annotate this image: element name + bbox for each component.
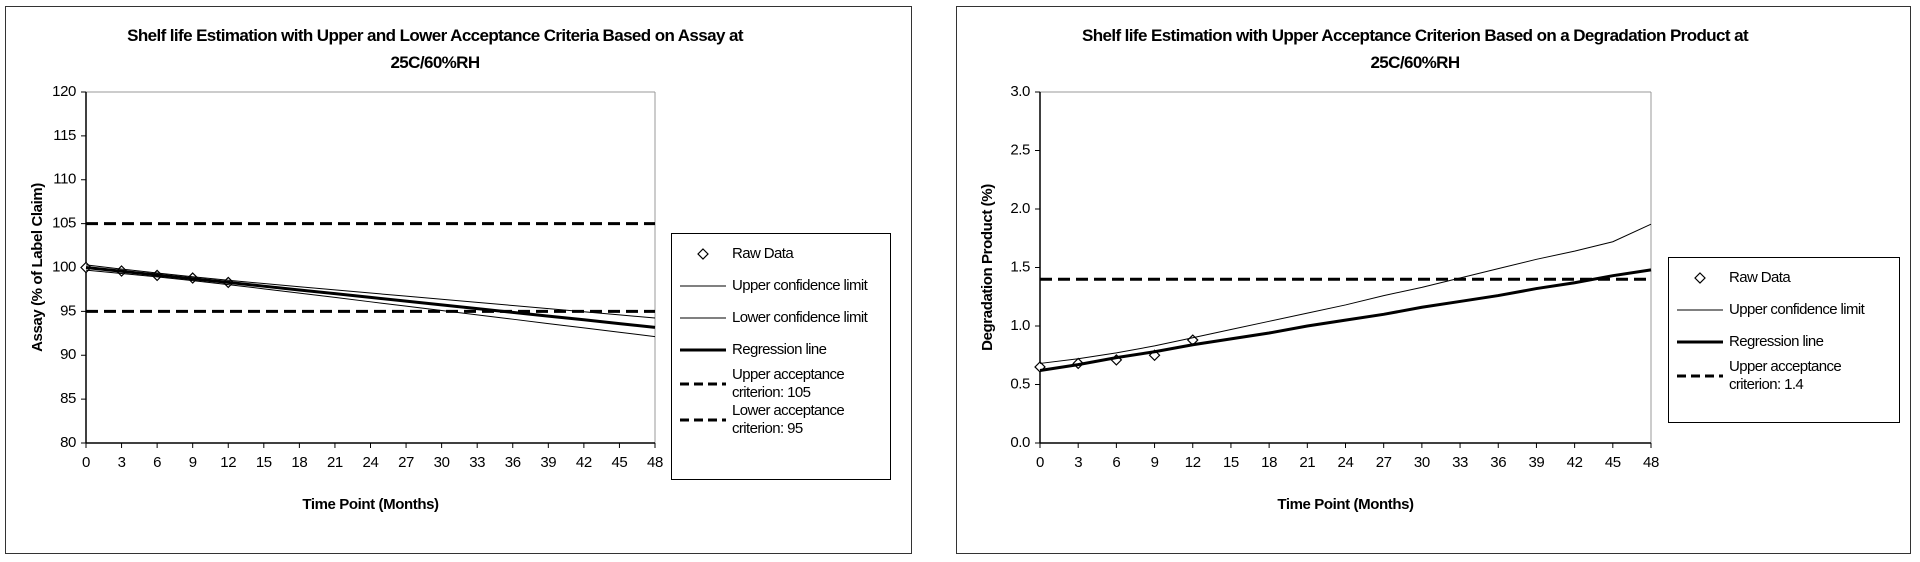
legend-swatch <box>1677 340 1723 344</box>
chart-title: Shelf life Estimation with Upper and Low… <box>127 26 743 72</box>
y-tick-label: 2.0 <box>1010 200 1030 217</box>
y-tick-label: 115 <box>53 127 76 144</box>
legend-label: Upper confidence limit <box>732 277 868 294</box>
x-tick-label: 36 <box>1490 454 1506 471</box>
y-tick-label: 110 <box>53 171 76 188</box>
x-tick-label: 6 <box>1112 454 1120 471</box>
x-tick-label: 24 <box>363 454 379 471</box>
legend-label: Regression line <box>1729 333 1824 350</box>
legend-label: Raw Data <box>732 245 794 262</box>
series-line <box>1039 268 1652 372</box>
y-axis-label: Assay (% of Label Claim) <box>29 183 46 352</box>
x-tick-label: 33 <box>469 454 485 471</box>
x-tick-label: 18 <box>1261 454 1277 471</box>
chart-title: Shelf life Estimation with Upper Accepta… <box>1081 26 1749 72</box>
x-tick-label: 30 <box>434 454 450 471</box>
legend: Raw Data Upper confidence limit Regression… <box>1668 257 1900 423</box>
x-tick-label: 39 <box>1528 454 1544 471</box>
y-tick-label: 95 <box>60 302 76 319</box>
legend-swatch <box>680 382 726 386</box>
legend-label: Lower confidence limit <box>732 309 868 326</box>
y-tick-label: 2.5 <box>1010 141 1030 158</box>
y-tick-label: 80 <box>60 434 76 451</box>
legend-label: Lower acceptance criterion: 95 <box>732 402 845 437</box>
legend-label: Raw Data <box>1729 269 1791 286</box>
x-tick-label: 12 <box>220 454 236 471</box>
y-tick-label: 1.5 <box>1010 258 1030 275</box>
chart-frame <box>956 6 1911 554</box>
legend-swatch <box>1694 272 1706 284</box>
legend-label: Upper confidence limit <box>1729 301 1865 318</box>
y-tick-label: 1.0 <box>1010 317 1030 334</box>
x-tick-label: 33 <box>1452 454 1468 471</box>
x-tick-label: 9 <box>189 454 197 471</box>
x-tick-label: 6 <box>153 454 161 471</box>
legend-marker <box>1694 272 1706 284</box>
y-tick-label: 90 <box>60 346 76 363</box>
chart-frame <box>5 6 912 554</box>
legend-swatch <box>680 348 726 352</box>
x-tick-label: 42 <box>576 454 592 471</box>
x-tick-label: 21 <box>1299 454 1315 471</box>
legend-swatch <box>1677 309 1723 311</box>
x-tick-label: 30 <box>1414 454 1430 471</box>
legend-label: Upper acceptance criterion: 1.4 <box>1729 358 1842 393</box>
x-tick-label: 3 <box>118 454 126 471</box>
x-tick-label: 24 <box>1338 454 1354 471</box>
x-tick-label: 45 <box>1605 454 1621 471</box>
x-tick-label: 36 <box>505 454 521 471</box>
series-line <box>85 264 656 319</box>
y-tick-label: 85 <box>60 390 76 407</box>
x-tick-label: 18 <box>291 454 307 471</box>
x-tick-label: 9 <box>1151 454 1159 471</box>
legend: Raw Data Upper confidence limit Lower conf… <box>671 233 891 480</box>
x-tick-label: 0 <box>1036 454 1044 471</box>
x-axis-label: Time Point (Months) <box>302 496 439 513</box>
x-tick-label: 48 <box>647 454 663 471</box>
legend-swatch <box>1677 374 1723 378</box>
legend-label: Upper acceptance criterion: 105 <box>732 366 845 401</box>
x-tick-label: 27 <box>398 454 414 471</box>
x-tick-label: 0 <box>82 454 90 471</box>
legend-entry: Lower confidence limit <box>674 302 888 334</box>
y-tick-label: 3.0 <box>1010 83 1030 100</box>
series-line <box>1039 223 1652 364</box>
x-tick-label: 3 <box>1074 454 1082 471</box>
legend-entry: Raw Data <box>1671 262 1897 294</box>
legend-swatch <box>680 285 726 287</box>
y-tick-label: 120 <box>52 83 76 100</box>
x-tick-label: 12 <box>1185 454 1201 471</box>
x-tick-label: 21 <box>327 454 343 471</box>
legend-swatch <box>680 317 726 319</box>
y-tick-label: 100 <box>52 258 76 275</box>
legend-entry: Upper acceptance criterion: 105 <box>674 366 888 402</box>
y-tick-label: 105 <box>52 215 76 232</box>
legend-label: Regression line <box>732 341 827 358</box>
y-tick-label: 0.0 <box>1010 434 1030 451</box>
legend-entry: Upper confidence limit <box>674 270 888 302</box>
x-axis-label: Time Point (Months) <box>1277 496 1414 513</box>
legend-entry: Upper confidence limit <box>1671 294 1897 326</box>
series-line <box>85 266 656 329</box>
legend-entry: Raw Data <box>674 238 888 270</box>
legend-swatch <box>697 248 709 260</box>
legend-swatch <box>680 418 726 422</box>
y-tick-label: 0.5 <box>1010 375 1030 392</box>
legend-entry: Regression line <box>1671 326 1897 358</box>
legend-entry: Upper acceptance criterion: 1.4 <box>1671 358 1897 394</box>
series-line <box>85 269 656 338</box>
x-tick-label: 27 <box>1376 454 1392 471</box>
x-tick-label: 42 <box>1567 454 1583 471</box>
x-tick-label: 39 <box>540 454 556 471</box>
x-tick-label: 48 <box>1643 454 1659 471</box>
x-tick-label: 15 <box>256 454 272 471</box>
x-tick-label: 45 <box>611 454 627 471</box>
y-axis-label: Degradation Product (%) <box>979 184 996 351</box>
legend-entry: Lower acceptance criterion: 95 <box>674 402 888 438</box>
x-tick-label: 15 <box>1223 454 1239 471</box>
legend-marker <box>697 248 709 260</box>
legend-entry: Regression line <box>674 334 888 366</box>
